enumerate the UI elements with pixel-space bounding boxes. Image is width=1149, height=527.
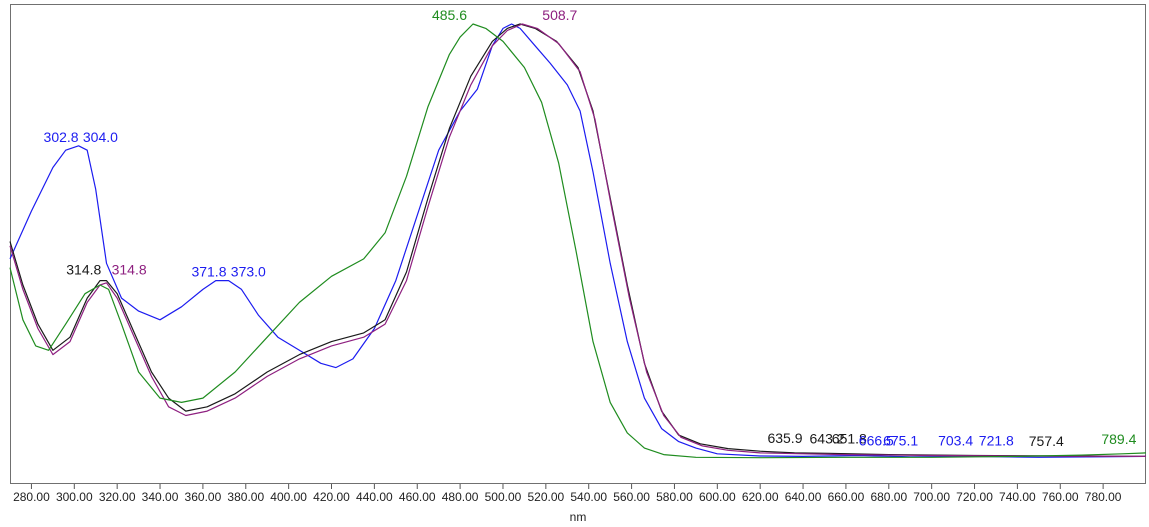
x-tick-label: 500.00 <box>485 490 522 504</box>
series-line-2 <box>9 23 1147 457</box>
x-tick-label: 740.00 <box>999 490 1036 504</box>
x-tick-label: 360.00 <box>185 490 222 504</box>
x-tick-label: 420.00 <box>313 490 350 504</box>
peak-label: 721.8 <box>979 433 1014 449</box>
x-tick-label: 400.00 <box>270 490 307 504</box>
series-line-4 <box>9 23 1147 459</box>
x-tick-label: 600.00 <box>699 490 736 504</box>
x-tick-label: 700.00 <box>913 490 950 504</box>
peak-label: 635.9 <box>767 430 802 446</box>
x-tick-label: 680.00 <box>870 490 907 504</box>
peak-label: 373.0 <box>231 264 266 280</box>
x-tick-label: 560.00 <box>613 490 650 504</box>
x-tick-label: 380.00 <box>227 490 264 504</box>
peak-label: 666.5 <box>859 433 894 449</box>
x-tick-label: 620.00 <box>742 490 779 504</box>
plot-frame <box>10 4 1146 484</box>
x-tick-label: 320.00 <box>99 490 136 504</box>
x-tick-label: 760.00 <box>1042 490 1079 504</box>
peak-label: 643.2 <box>810 430 845 446</box>
series-line-1 <box>9 23 1147 458</box>
peak-label: 371.8 <box>191 264 226 280</box>
x-tick-label: 640.00 <box>785 490 822 504</box>
x-tick-label: 340.00 <box>142 490 179 504</box>
peak-label: 757.4 <box>1029 433 1064 449</box>
peak-label: 302.8 <box>44 129 79 145</box>
x-tick-label: 540.00 <box>570 490 607 504</box>
x-tick-label: 580.00 <box>656 490 693 504</box>
x-tick-label: 720.00 <box>956 490 993 504</box>
peak-label: 789.4 <box>1101 431 1136 447</box>
peak-label: 314.8 <box>112 262 147 278</box>
x-tick-label: 480.00 <box>442 490 479 504</box>
series-layer <box>9 23 1147 459</box>
x-tick-label: 460.00 <box>399 490 436 504</box>
x-tick-label: 300.00 <box>56 490 93 504</box>
peak-label: 675.1 <box>883 433 918 449</box>
peak-label: 508.7 <box>542 7 577 23</box>
peak-label: 304.0 <box>83 129 118 145</box>
peak-label: 314.8 <box>66 262 101 278</box>
peak-label: 703.4 <box>938 433 973 449</box>
x-tick-label: 280.00 <box>13 490 50 504</box>
peak-label: 485.6 <box>432 7 467 23</box>
peak-labels: 485.6 508.7 302.8 304.0 314.8 314.8 371.8 373.0… <box>44 7 1137 449</box>
peak-label: 651.8 <box>832 430 867 446</box>
x-tick-label: 660.00 <box>828 490 865 504</box>
x-axis-label: nm <box>570 510 587 524</box>
x-tick-label: 780.00 <box>1085 490 1122 504</box>
x-tick-label: 440.00 <box>356 490 393 504</box>
series-line-3 <box>9 23 1147 457</box>
x-axis-ticks: 280.00 300.00 320.00 340.00 360.00 380.00 400.… <box>13 484 1122 504</box>
x-tick-label: 520.00 <box>527 490 564 504</box>
